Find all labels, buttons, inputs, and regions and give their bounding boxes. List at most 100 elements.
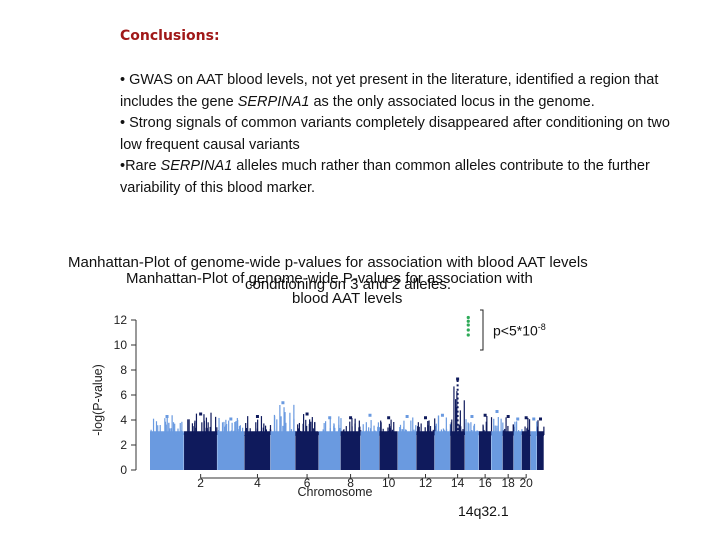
- snp-point: [339, 434, 341, 436]
- snp-point: [357, 434, 359, 436]
- snp-point: [255, 422, 257, 435]
- snp-point: [349, 432, 352, 435]
- snp-point: [279, 431, 281, 435]
- snp-point: [377, 422, 380, 435]
- snp-point: [252, 435, 255, 436]
- snp-point: [456, 423, 459, 426]
- peak-point: [368, 413, 372, 417]
- snp-point: [238, 426, 241, 435]
- y-tick-label: 12: [114, 313, 128, 327]
- snp-point: [497, 434, 499, 436]
- snp-point: [485, 421, 487, 435]
- snp-point: [445, 417, 447, 435]
- chromosome-15-points: [464, 415, 480, 470]
- snp-point: [505, 417, 507, 435]
- snp-point: [231, 422, 233, 435]
- snp-point: [339, 427, 341, 435]
- snp-point: [515, 434, 517, 436]
- snp-point: [234, 422, 236, 435]
- snp-point: [173, 434, 176, 436]
- peak-point: [524, 416, 528, 420]
- snp-point: [379, 434, 381, 436]
- snp-point: [169, 428, 171, 435]
- snp-point: [455, 407, 457, 435]
- snp-point: [319, 434, 321, 436]
- snp-point: [537, 420, 539, 435]
- x-tick-label: 16: [478, 476, 492, 490]
- snp-point: [283, 434, 285, 436]
- snp-point: [393, 421, 395, 435]
- annotation-text: p<5*10: [493, 322, 538, 339]
- snp-point: [430, 434, 432, 436]
- snp-point: [484, 434, 487, 436]
- snp-point: [172, 422, 175, 435]
- snp-point: [377, 434, 379, 436]
- snp-point: [228, 420, 230, 435]
- snp-point: [361, 434, 363, 436]
- snp-point: [272, 434, 274, 436]
- snp-point: [309, 434, 311, 436]
- snp-point: [215, 416, 217, 435]
- chromosome-9-points: [360, 413, 381, 470]
- snp-point: [280, 416, 282, 435]
- snp-point: [429, 426, 432, 435]
- y-tick-label: 10: [114, 338, 128, 352]
- snp-point: [324, 434, 326, 436]
- snp-point: [155, 421, 158, 435]
- snp-point: [302, 423, 304, 435]
- significant-point: [466, 323, 470, 327]
- snp-point: [344, 432, 346, 435]
- chromosome-8-points: [340, 416, 362, 470]
- snp-point: [541, 434, 543, 436]
- snp-point: [334, 427, 336, 435]
- snp-point: [177, 434, 179, 436]
- snp-point: [277, 434, 279, 436]
- snp-point: [535, 433, 538, 435]
- snp-point: [342, 434, 344, 436]
- snp-point: [453, 386, 455, 435]
- snp-point: [152, 418, 155, 435]
- snp-point: [289, 434, 291, 436]
- snp-point: [193, 434, 195, 436]
- snp-point: [479, 434, 481, 436]
- snp-point: [494, 425, 496, 435]
- snp-point: [373, 434, 375, 436]
- chromosome-band: [150, 431, 184, 470]
- snp-point: [460, 434, 462, 436]
- snp-point: [388, 434, 390, 436]
- snp-point: [326, 434, 328, 436]
- snp-point: [437, 415, 440, 435]
- snp-point: [459, 410, 461, 435]
- chromosome-6-points: [295, 412, 320, 470]
- chromosome-band: [450, 431, 465, 470]
- snp-point: [432, 429, 434, 435]
- chromosome-band: [184, 431, 217, 470]
- snp-point: [174, 423, 176, 435]
- snp-point: [375, 433, 377, 435]
- snp-point: [487, 434, 489, 436]
- snp-point: [449, 424, 451, 435]
- snp-point: [230, 430, 232, 435]
- snp-point: [204, 433, 206, 435]
- snp-point: [296, 434, 299, 436]
- x-tick-label: 10: [382, 476, 396, 490]
- bullet-1-text: • GWAS on AAT blood levels, not yet pres…: [120, 72, 659, 110]
- snp-point: [449, 434, 451, 436]
- snp-point: [414, 434, 417, 436]
- snp-point: [195, 413, 198, 435]
- snp-point: [542, 434, 545, 436]
- snp-point: [289, 412, 291, 435]
- snp-point: [377, 426, 379, 435]
- chromosome-5-points: [270, 401, 296, 470]
- snp-point: [471, 429, 473, 435]
- chromosome-band: [491, 431, 503, 470]
- snp-point: [474, 434, 476, 436]
- snp-point: [329, 416, 331, 435]
- snp-point: [405, 429, 407, 435]
- snp-point: [496, 433, 498, 435]
- snp-point: [366, 430, 368, 435]
- snp-point: [188, 419, 190, 435]
- snp-point: [508, 434, 510, 436]
- snp-point: [342, 430, 344, 435]
- snp-point: [381, 431, 383, 435]
